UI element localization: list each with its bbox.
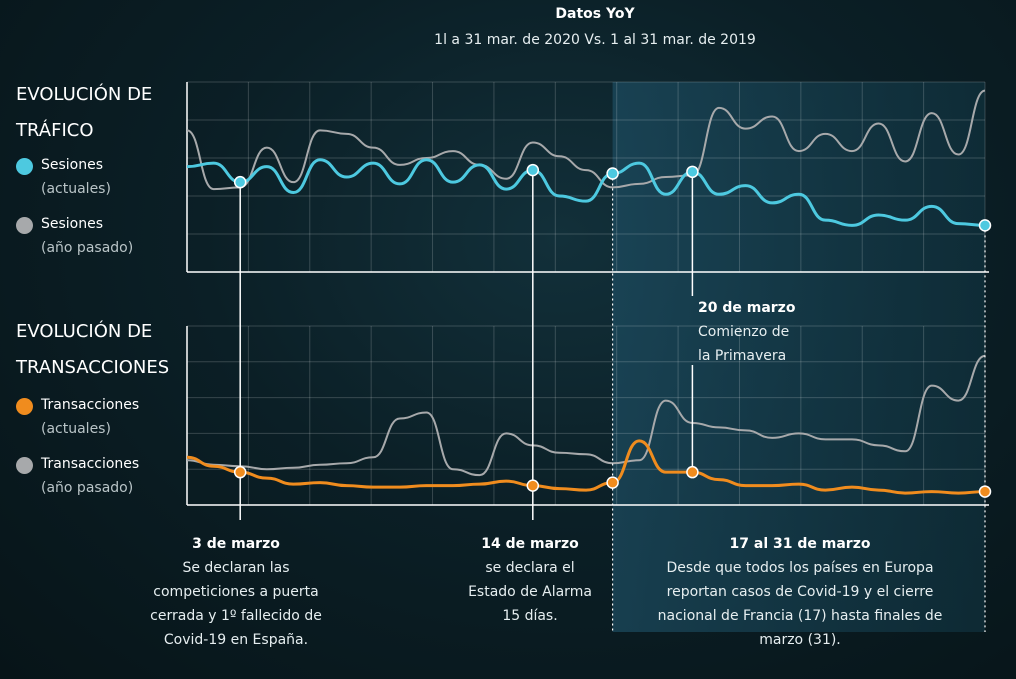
annotation-line: la Primavera [698, 348, 787, 364]
legend-sublabel: (año pasado) [41, 240, 134, 256]
annotation-title: 17 al 31 de marzo [729, 536, 871, 552]
legend-sublabel: (actuales) [41, 181, 111, 197]
annotation-line: competiciones a puerta [153, 584, 319, 600]
chart-subtitle: 1l a 31 mar. de 2020 Vs. 1 al 31 mar. de… [434, 32, 756, 48]
annotation-title: 20 de marzo [698, 300, 796, 316]
legend-dot-icon [16, 398, 33, 415]
annotation-line: reportan casos de Covid-19 y el cierre [666, 584, 934, 600]
legend-dot-icon [16, 457, 33, 474]
series-line-traffic-0 [186, 158, 986, 227]
traffic-title: EVOLUCIÓN DE TRÁFICO [16, 77, 152, 149]
annotation-line: nacional de Francia (17) hasta finales d… [657, 608, 943, 624]
chart-title: Datos YoY [555, 6, 635, 22]
annotation-line: se declara el [485, 560, 575, 576]
marker-dot-transactions-day-14 [526, 479, 540, 492]
annotation-mar14: 14 de marzo se declara el Estado de Alar… [440, 532, 620, 628]
annotation-line: 15 días. [502, 608, 558, 624]
legend-sublabel: (actuales) [41, 421, 111, 437]
transactions-title: EVOLUCIÓN DE TRANSACCIONES [16, 314, 169, 386]
highlight-period-band [612, 82, 985, 632]
annotation-line: marzo (31). [759, 632, 841, 648]
annotation-mar20: 20 de marzo Comienzo de la Primavera [698, 296, 858, 368]
legend-label: Sesiones [41, 157, 104, 173]
annotation-line: Covid-19 en España. [163, 632, 309, 648]
legend-label: Transacciones [41, 456, 140, 472]
series-line-transactions-0 [186, 439, 986, 495]
marker-dot-sessions-day-14 [526, 163, 540, 177]
annotation-line: cerrada y 1º fallecido de [150, 608, 322, 624]
annotation-line: Se declaran las [182, 560, 290, 576]
annotation-mar3: 3 de marzo Se declaran las competiciones… [136, 532, 336, 652]
marker-dot-transactions-day-31 [978, 485, 992, 498]
annotation-mar17-31: 17 al 31 de marzo Desde que todos los pa… [640, 532, 960, 652]
marker-dot-sessions-day-31 [978, 219, 992, 232]
series-line-traffic-1 [186, 89, 986, 191]
traffic-title-line2: TRÁFICO [16, 120, 94, 141]
marker-dot-transactions-day-3 [233, 465, 247, 479]
traffic-title-line1: EVOLUCIÓN DE [16, 84, 153, 105]
annotation-title: 3 de marzo [192, 536, 280, 552]
transactions-title-line2: TRANSACCIONES [16, 357, 170, 378]
annotation-line: Comienzo de [698, 324, 790, 340]
annotation-title: 14 de marzo [481, 536, 579, 552]
annotation-line: Estado de Alarma [468, 584, 592, 600]
legend-sublabel: (año pasado) [41, 480, 134, 496]
series-line-transactions-1 [186, 354, 986, 477]
legend-dot-icon [16, 158, 33, 175]
legend-dot-icon [16, 217, 33, 234]
marker-dot-transactions-day-17 [606, 476, 619, 489]
transactions-title-line1: EVOLUCIÓN DE [16, 321, 153, 342]
marker-dot-sessions-day-17 [606, 167, 619, 180]
marker-dot-sessions-day-3 [233, 175, 247, 189]
marker-dot-sessions-day-20 [686, 165, 699, 179]
legend-label: Sesiones [41, 216, 104, 232]
marker-dot-transactions-day-20 [686, 465, 699, 479]
legend-label: Transacciones [41, 397, 140, 413]
annotation-line: Desde que todos los países en Europa [666, 560, 934, 576]
